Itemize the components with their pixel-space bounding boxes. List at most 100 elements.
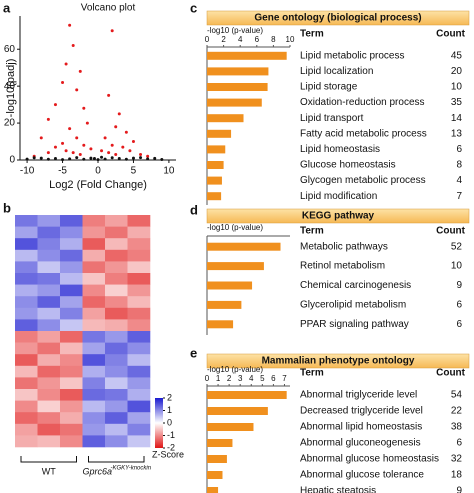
term-label: Lipid transport (300, 113, 364, 124)
heatmap-cell (15, 319, 38, 332)
group-label: WT (42, 466, 56, 476)
heatmap-cell (127, 284, 151, 297)
point (68, 157, 72, 161)
point (103, 136, 107, 140)
count-label: 6 (456, 438, 462, 449)
count-label: 13 (451, 128, 463, 139)
term-label: Abnormal lipid homeostasis (300, 422, 422, 433)
heatmap-cell (82, 215, 106, 227)
heatmap-cell (15, 307, 38, 320)
count-label: 20 (451, 66, 463, 77)
column-header: Term (300, 29, 324, 40)
heatmap-cell (60, 319, 83, 332)
count-label: 38 (451, 422, 463, 433)
point (131, 140, 135, 144)
count-label: 9 (456, 280, 462, 291)
point (117, 112, 121, 116)
point (107, 151, 111, 155)
section-header (206, 208, 470, 224)
heatmap-cell (15, 342, 38, 355)
heatmap-cell (37, 273, 61, 285)
x-tick-label: 0 (95, 166, 101, 177)
heatmap-cell (15, 296, 38, 309)
heatmap-cell (82, 400, 106, 413)
point (61, 141, 65, 145)
point (39, 156, 43, 160)
point (139, 156, 143, 160)
bar (207, 300, 242, 309)
column-header: Term (300, 368, 324, 379)
colorbar-label: Z-Score (152, 449, 184, 459)
point (82, 106, 86, 110)
bar (207, 114, 244, 123)
count-label: 14 (451, 113, 463, 124)
heatmap-cell (37, 400, 61, 413)
x-tick-label: 0 (205, 35, 210, 44)
term-label: Glycerolipid metabolism (300, 300, 406, 311)
heatmap-cell (105, 400, 128, 413)
heatmap-cell (127, 261, 151, 274)
bar (207, 192, 222, 201)
term-label: Abnormal triglyceride level (300, 390, 417, 401)
section-title: Mammalian phenotype ontology (262, 356, 415, 367)
point (128, 149, 132, 153)
colorbar (155, 398, 163, 448)
heatmap-cell (60, 377, 83, 390)
count-label: 6 (456, 319, 462, 330)
heatmap-cell (15, 284, 38, 297)
heatmap-cell (127, 307, 151, 320)
heatmap-cell (127, 435, 151, 448)
x-tick-label: 6 (271, 374, 276, 383)
heatmap-cell (82, 412, 106, 425)
heatmap-cell (37, 284, 61, 297)
bar (207, 262, 264, 271)
heatmap-cell (82, 249, 106, 262)
bar (207, 391, 287, 399)
heatmap-cell (15, 400, 38, 413)
heatmap-cell (37, 435, 61, 448)
heatmap-cell (37, 389, 61, 401)
x-tick-label: -10 (20, 166, 35, 177)
heatmap-cell (127, 389, 151, 401)
heatmap-cell (15, 389, 38, 401)
point (68, 127, 72, 131)
heatmap-cell (105, 215, 128, 227)
point (89, 147, 93, 151)
heatmap-cell (127, 354, 151, 367)
point (146, 157, 150, 161)
heatmap-cell (60, 331, 83, 343)
term-label: PPAR signaling pathway (300, 319, 409, 330)
heatmap-cell (82, 423, 106, 436)
heatmap-cell (15, 226, 38, 239)
section-header (206, 10, 470, 26)
heatmap-cell (37, 342, 61, 355)
x-tick-label: 3 (238, 374, 243, 383)
point (32, 156, 36, 160)
x-tick-label: 1 (216, 374, 221, 383)
heatmap-cell (60, 389, 83, 401)
heatmap-cell (127, 423, 151, 436)
y-tick-label: 0 (9, 155, 15, 166)
heatmap-cell (105, 261, 128, 274)
heatmap-cell (127, 331, 151, 343)
bar (207, 281, 253, 290)
heatmap-cell (82, 365, 106, 378)
heatmap-cell (105, 273, 128, 285)
point (114, 152, 118, 156)
point (110, 143, 114, 147)
point (153, 156, 157, 160)
point (75, 88, 79, 92)
heatmap-cell (82, 238, 106, 251)
term-label: Fatty acid metabolic process (300, 128, 427, 139)
term-label: Retinol metabolism (300, 261, 385, 272)
x-axis-label: -log10 (p-value) (207, 365, 263, 374)
x-tick-label: -5 (58, 166, 67, 177)
heatmap-cell (127, 226, 151, 239)
term-label: Abnormal gluconeogenesis (300, 438, 421, 449)
heatmap-cell (15, 423, 38, 436)
term-label: Decreased triglyceride level (300, 406, 423, 417)
heatmap-cell (105, 412, 128, 425)
x-axis-label: -log10 (p-value) (207, 26, 263, 35)
point (100, 149, 104, 153)
